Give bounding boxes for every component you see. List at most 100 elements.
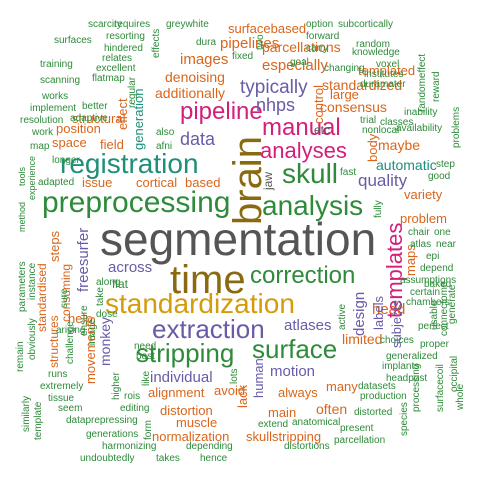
- word-time: time: [170, 258, 246, 302]
- word-surface: surface: [252, 334, 338, 364]
- word-reward: reward: [431, 71, 442, 102]
- word-steps: steps: [47, 230, 62, 262]
- word-baked: baked: [424, 279, 452, 290]
- word-seem: seem: [58, 403, 83, 414]
- word-images: images: [180, 51, 229, 68]
- word-nonlocal: nonlocal: [362, 125, 400, 136]
- word-experience: experience: [27, 155, 37, 200]
- word-tissue: tissue: [48, 393, 75, 404]
- word-better: better: [82, 101, 108, 112]
- word-structures: structures: [47, 315, 61, 368]
- word-dose: dose: [96, 309, 118, 320]
- word-monkey: monkey: [97, 316, 113, 366]
- word-individual: individual: [150, 369, 213, 386]
- word-runs: runs: [48, 369, 68, 380]
- word-variety: variety: [404, 187, 443, 202]
- word-depending: depending: [186, 441, 233, 452]
- word-standardization: standardization: [105, 288, 295, 319]
- word-works: works: [42, 91, 69, 102]
- word-forward: forward: [306, 31, 340, 42]
- word-also: also: [156, 127, 175, 138]
- word-inability: inability: [404, 107, 438, 118]
- word-assumptions: assumptions: [400, 275, 457, 286]
- word-distorted: distorted: [354, 407, 393, 418]
- word-training: training: [40, 59, 73, 70]
- word-arising: arising: [56, 325, 86, 336]
- word-problems: problems: [451, 106, 462, 148]
- word-active: active: [337, 303, 348, 330]
- word-goal: goal: [290, 57, 309, 68]
- word-classes: classes: [380, 117, 414, 128]
- word-consensus: consensus: [320, 99, 387, 115]
- word-form: form: [143, 420, 154, 440]
- word-implants: implants: [382, 361, 420, 372]
- word-voxel: voxel: [376, 59, 400, 70]
- word-stripping: stripping: [136, 338, 235, 368]
- word-trial: trial: [360, 115, 377, 126]
- word-maybe: maybe: [378, 137, 421, 153]
- word-institutes: institutes: [364, 69, 404, 80]
- word-templated: templated: [358, 63, 416, 78]
- word-longer: longer: [52, 155, 80, 166]
- word-additionally: additionally: [155, 85, 226, 101]
- word-harmonizing: harmonizing: [102, 441, 157, 452]
- word-tools: tools: [17, 166, 27, 186]
- word-one: one: [434, 227, 451, 238]
- word-adaptive: adaptive: [70, 113, 108, 124]
- word-registration: registration: [60, 148, 199, 179]
- word-always: always: [278, 385, 318, 400]
- word-good: good: [428, 171, 451, 182]
- word-hindered: hindered: [104, 43, 143, 54]
- word-image: image: [87, 318, 98, 346]
- word-especially: especially: [262, 57, 328, 74]
- word-takes: takes: [156, 453, 180, 464]
- word-limited: limited: [342, 331, 383, 347]
- word-structural: structural: [72, 111, 126, 126]
- word-avoid: avoid: [214, 383, 246, 398]
- word-etc: etc: [314, 123, 331, 137]
- word-choices: choices: [380, 335, 414, 346]
- word-best: best: [136, 351, 155, 362]
- word-two: two: [255, 34, 266, 50]
- word-fixed: fixed: [232, 51, 254, 62]
- word-greywhite: greywhite: [166, 19, 209, 30]
- word-implement: implement: [30, 103, 77, 114]
- word-work: work: [32, 127, 54, 138]
- word-atlases: atlases: [284, 317, 332, 334]
- word-design: design: [351, 291, 368, 336]
- word-near: near: [436, 239, 457, 250]
- word-certain: certain: [410, 287, 441, 298]
- word-nhps: nhps: [256, 95, 296, 115]
- word-surfaces: surfaces: [54, 35, 92, 46]
- word-skull: skull: [282, 158, 339, 189]
- word-large: large: [330, 87, 359, 102]
- word-labels: labels: [371, 296, 386, 330]
- word-manual: manual: [262, 114, 341, 141]
- word-surfacecoil: surfacecoil: [435, 364, 446, 412]
- word-jaw: jaw: [261, 171, 275, 190]
- word-pipeline: pipeline: [180, 98, 263, 125]
- word-fast: fast: [340, 167, 357, 178]
- word-preprocessing: preprocessing: [42, 186, 231, 219]
- word-head: head: [372, 301, 406, 318]
- word-production: production: [360, 391, 407, 402]
- word-datasets: datasets: [358, 381, 396, 392]
- word-step: step: [436, 159, 455, 170]
- word-analyses: analyses: [260, 138, 347, 163]
- word-based: based: [185, 175, 221, 190]
- word-template: template: [33, 401, 44, 440]
- word-distortion: distortion: [160, 403, 213, 418]
- word-field: field: [100, 137, 124, 152]
- word-hence: hence: [200, 453, 228, 464]
- word-space: space: [52, 135, 87, 150]
- word-standardized: standardized: [322, 77, 403, 93]
- word-sure: sure: [59, 288, 70, 308]
- word-fully: fully: [373, 200, 384, 218]
- word-effects: effects: [151, 28, 162, 58]
- word-undoubtedly: undoubtedly: [80, 453, 135, 464]
- word-epi: epi: [426, 251, 440, 262]
- word-changing: changing: [324, 63, 365, 74]
- word-parcellation: parcellation: [334, 435, 386, 446]
- word-generalized: generalized: [386, 351, 438, 362]
- word-flat: flat: [112, 277, 129, 291]
